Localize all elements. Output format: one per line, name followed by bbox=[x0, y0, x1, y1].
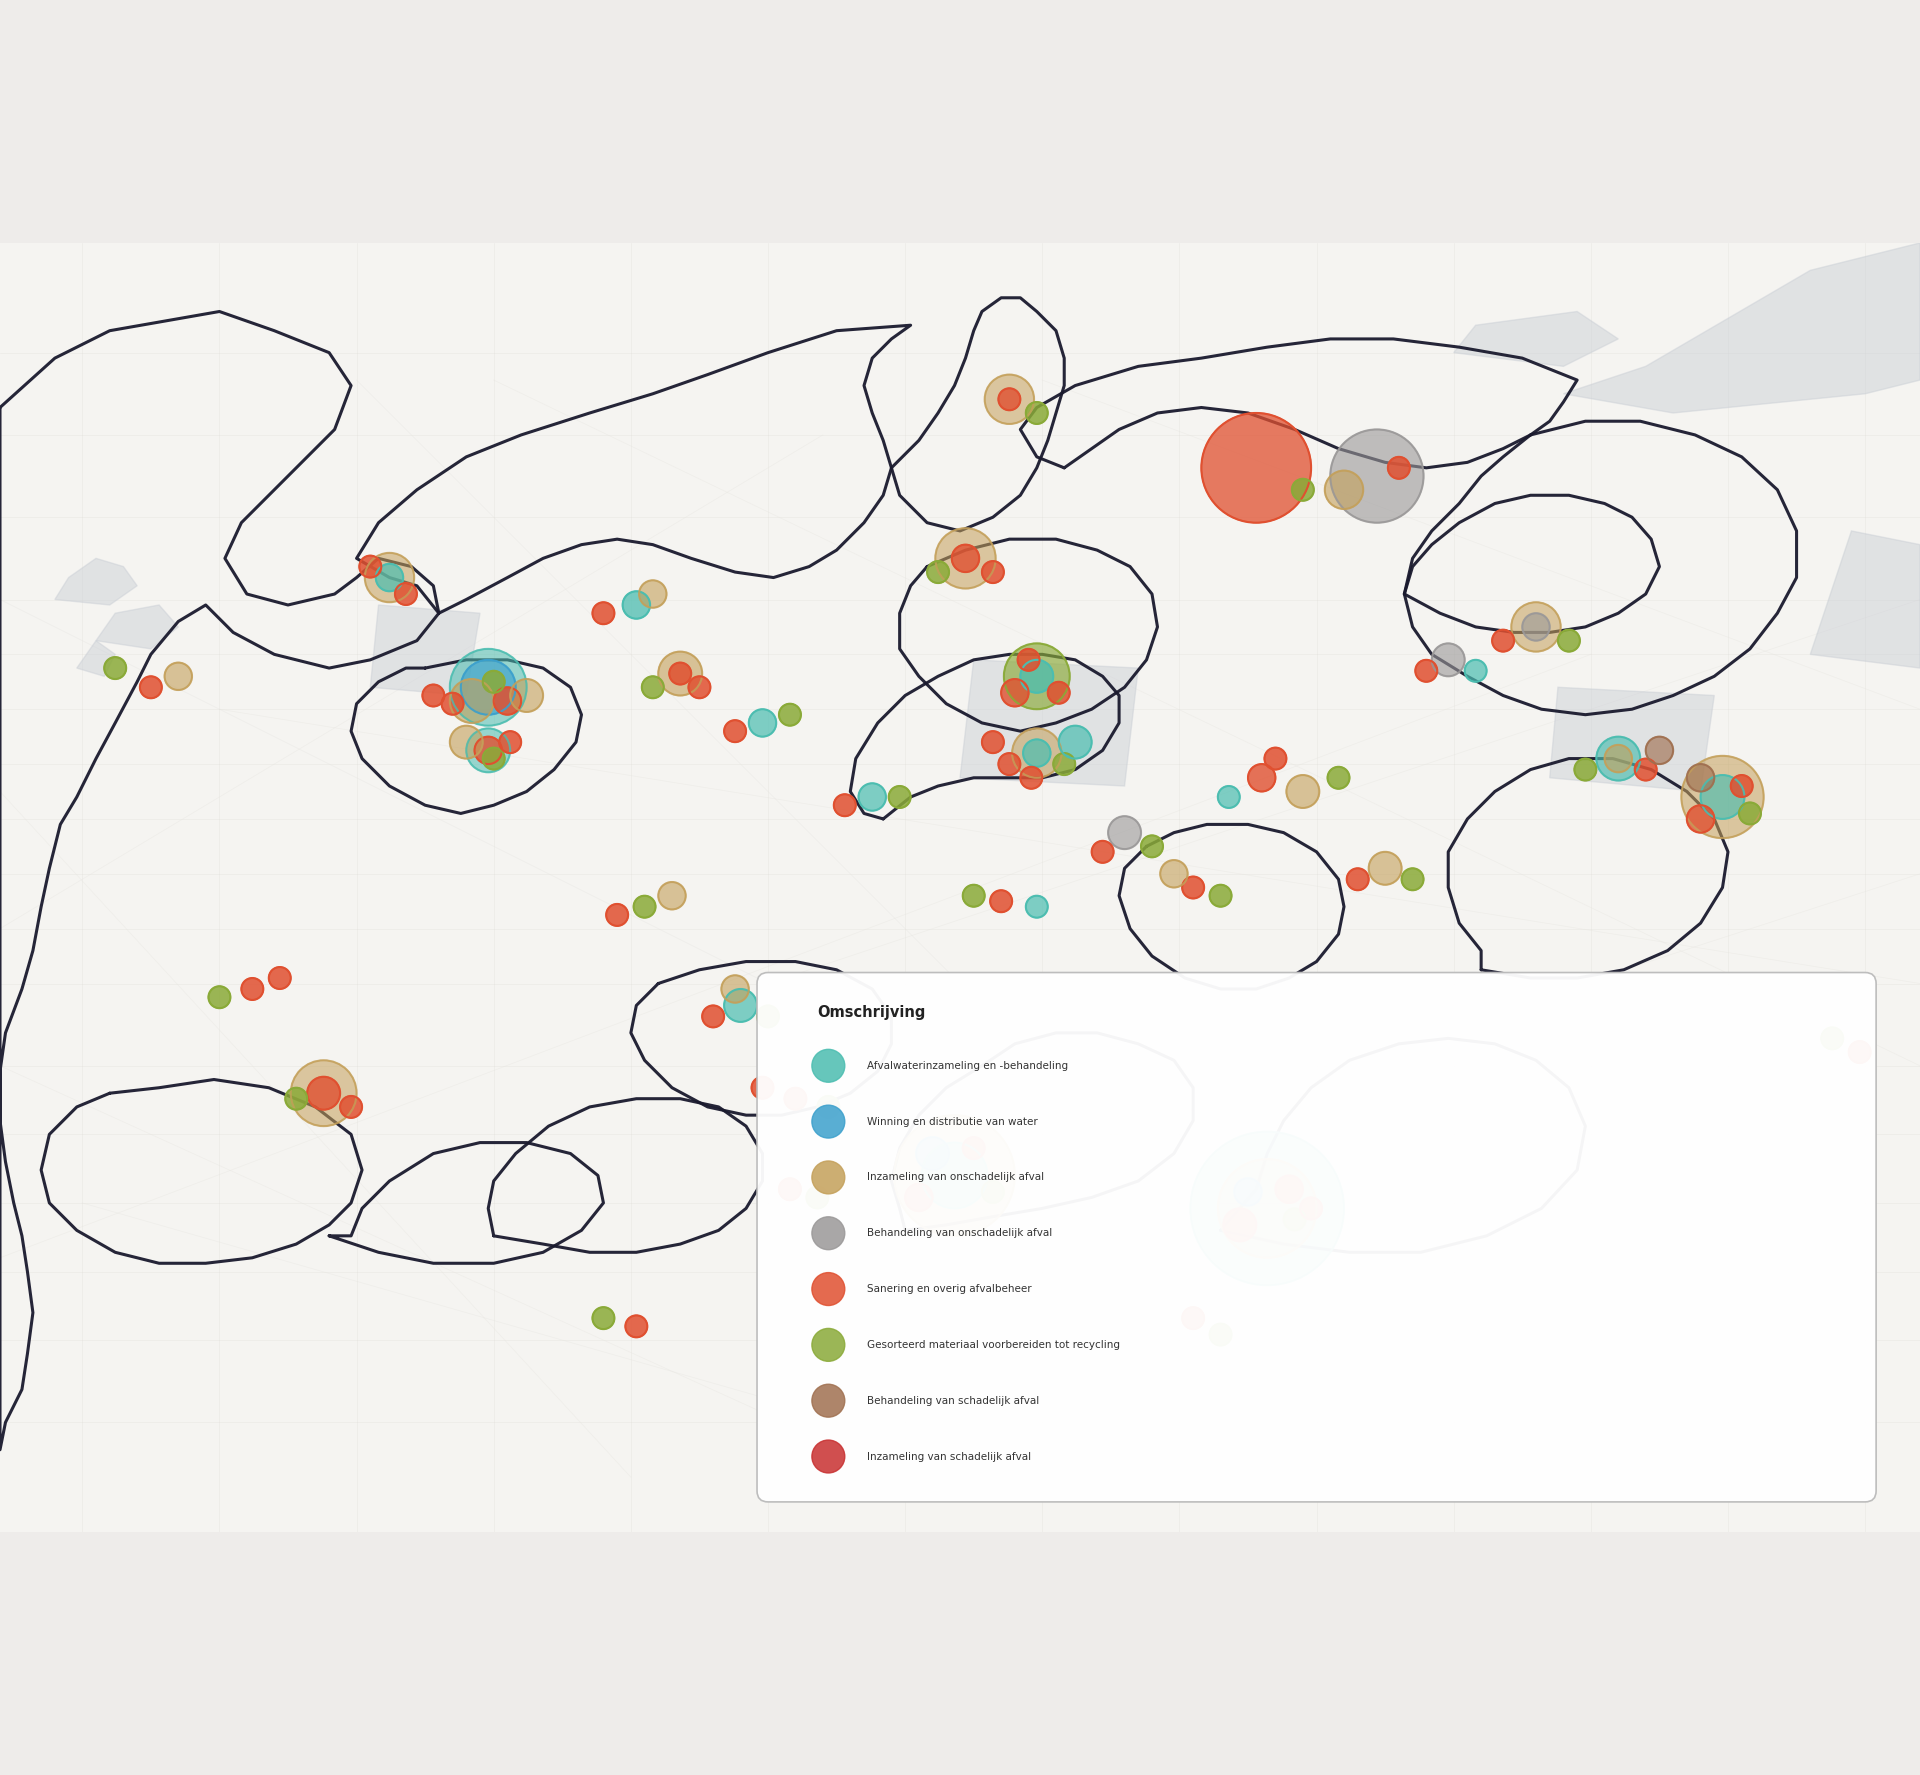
Circle shape bbox=[952, 545, 979, 572]
Text: Behandeling van onschadelijk afval: Behandeling van onschadelijk afval bbox=[866, 1228, 1052, 1239]
Circle shape bbox=[1688, 806, 1715, 832]
Circle shape bbox=[1025, 401, 1048, 424]
Circle shape bbox=[1020, 767, 1043, 788]
Circle shape bbox=[1265, 747, 1286, 770]
Circle shape bbox=[1822, 1028, 1843, 1049]
Text: Behandeling van schadelijk afval: Behandeling van schadelijk afval bbox=[866, 1395, 1039, 1406]
Circle shape bbox=[376, 564, 403, 591]
Circle shape bbox=[1369, 852, 1402, 884]
Circle shape bbox=[1217, 1159, 1317, 1258]
Circle shape bbox=[1108, 816, 1140, 848]
Circle shape bbox=[1432, 643, 1465, 676]
Text: Omschrijving: Omschrijving bbox=[818, 1005, 925, 1021]
Circle shape bbox=[269, 967, 290, 989]
Circle shape bbox=[482, 671, 505, 692]
Circle shape bbox=[461, 660, 516, 715]
Circle shape bbox=[981, 731, 1004, 753]
Circle shape bbox=[1300, 1198, 1323, 1219]
Text: Inzameling van onschadelijk afval: Inzameling van onschadelijk afval bbox=[866, 1173, 1044, 1182]
Circle shape bbox=[622, 591, 651, 619]
Circle shape bbox=[812, 1384, 845, 1416]
Circle shape bbox=[962, 1138, 985, 1159]
Circle shape bbox=[1058, 726, 1092, 758]
Circle shape bbox=[422, 685, 444, 706]
Circle shape bbox=[1183, 877, 1204, 898]
Circle shape bbox=[607, 903, 628, 927]
Circle shape bbox=[511, 680, 543, 712]
Circle shape bbox=[242, 978, 263, 999]
Circle shape bbox=[286, 1088, 307, 1109]
Circle shape bbox=[290, 1060, 357, 1125]
Circle shape bbox=[858, 783, 885, 811]
Circle shape bbox=[626, 1315, 647, 1337]
Circle shape bbox=[1023, 740, 1050, 767]
Circle shape bbox=[935, 529, 996, 589]
Circle shape bbox=[1048, 682, 1069, 703]
Circle shape bbox=[1217, 786, 1240, 808]
Polygon shape bbox=[371, 605, 480, 696]
Circle shape bbox=[1415, 660, 1438, 682]
Circle shape bbox=[1092, 841, 1114, 863]
Text: Sanering en overig afvalbeheer: Sanering en overig afvalbeheer bbox=[866, 1283, 1031, 1294]
Circle shape bbox=[442, 692, 463, 715]
Circle shape bbox=[1730, 776, 1753, 797]
Circle shape bbox=[467, 728, 511, 772]
Circle shape bbox=[365, 552, 415, 602]
Circle shape bbox=[1605, 746, 1632, 772]
Circle shape bbox=[1557, 630, 1580, 651]
Circle shape bbox=[659, 882, 685, 909]
Circle shape bbox=[724, 989, 756, 1022]
Polygon shape bbox=[1549, 687, 1715, 792]
Circle shape bbox=[396, 582, 417, 605]
Text: Inzameling van schadelijk afval: Inzameling van schadelijk afval bbox=[866, 1452, 1031, 1461]
Circle shape bbox=[1286, 776, 1319, 808]
Circle shape bbox=[998, 389, 1020, 410]
Text: Winning en distributie van water: Winning en distributie van water bbox=[866, 1116, 1037, 1127]
Circle shape bbox=[1688, 763, 1715, 792]
Circle shape bbox=[1634, 758, 1657, 781]
Circle shape bbox=[1012, 728, 1062, 777]
Circle shape bbox=[1223, 1209, 1256, 1241]
Circle shape bbox=[812, 1049, 845, 1083]
Circle shape bbox=[812, 1161, 845, 1195]
Circle shape bbox=[812, 1106, 845, 1138]
Circle shape bbox=[1202, 414, 1311, 522]
Text: Afvalwaterinzameling en -behandeling: Afvalwaterinzameling en -behandeling bbox=[866, 1061, 1068, 1070]
Circle shape bbox=[449, 680, 493, 722]
Circle shape bbox=[307, 1077, 340, 1109]
Circle shape bbox=[670, 662, 691, 685]
Circle shape bbox=[922, 1143, 987, 1209]
Circle shape bbox=[981, 561, 1004, 582]
Circle shape bbox=[785, 1088, 806, 1109]
Circle shape bbox=[1248, 763, 1275, 792]
Circle shape bbox=[482, 747, 505, 770]
Circle shape bbox=[981, 1180, 1004, 1203]
Circle shape bbox=[1284, 1209, 1306, 1230]
Circle shape bbox=[904, 1184, 933, 1211]
Circle shape bbox=[1210, 884, 1231, 907]
Circle shape bbox=[359, 556, 382, 577]
Circle shape bbox=[1235, 1179, 1261, 1205]
Circle shape bbox=[593, 1306, 614, 1329]
Circle shape bbox=[724, 721, 747, 742]
Circle shape bbox=[165, 662, 192, 690]
Circle shape bbox=[985, 375, 1035, 424]
Circle shape bbox=[812, 1218, 845, 1250]
Circle shape bbox=[140, 676, 161, 698]
Circle shape bbox=[889, 786, 910, 808]
Polygon shape bbox=[1563, 243, 1920, 414]
Polygon shape bbox=[1453, 311, 1619, 366]
Circle shape bbox=[1000, 680, 1029, 706]
Circle shape bbox=[449, 650, 526, 726]
Circle shape bbox=[916, 1138, 948, 1170]
Circle shape bbox=[962, 884, 985, 907]
Circle shape bbox=[1018, 650, 1039, 671]
Circle shape bbox=[1327, 767, 1350, 788]
Circle shape bbox=[1020, 660, 1054, 692]
Polygon shape bbox=[960, 660, 1139, 786]
Circle shape bbox=[689, 676, 710, 698]
Circle shape bbox=[493, 687, 520, 715]
Circle shape bbox=[722, 974, 749, 1003]
Circle shape bbox=[1190, 1132, 1344, 1285]
